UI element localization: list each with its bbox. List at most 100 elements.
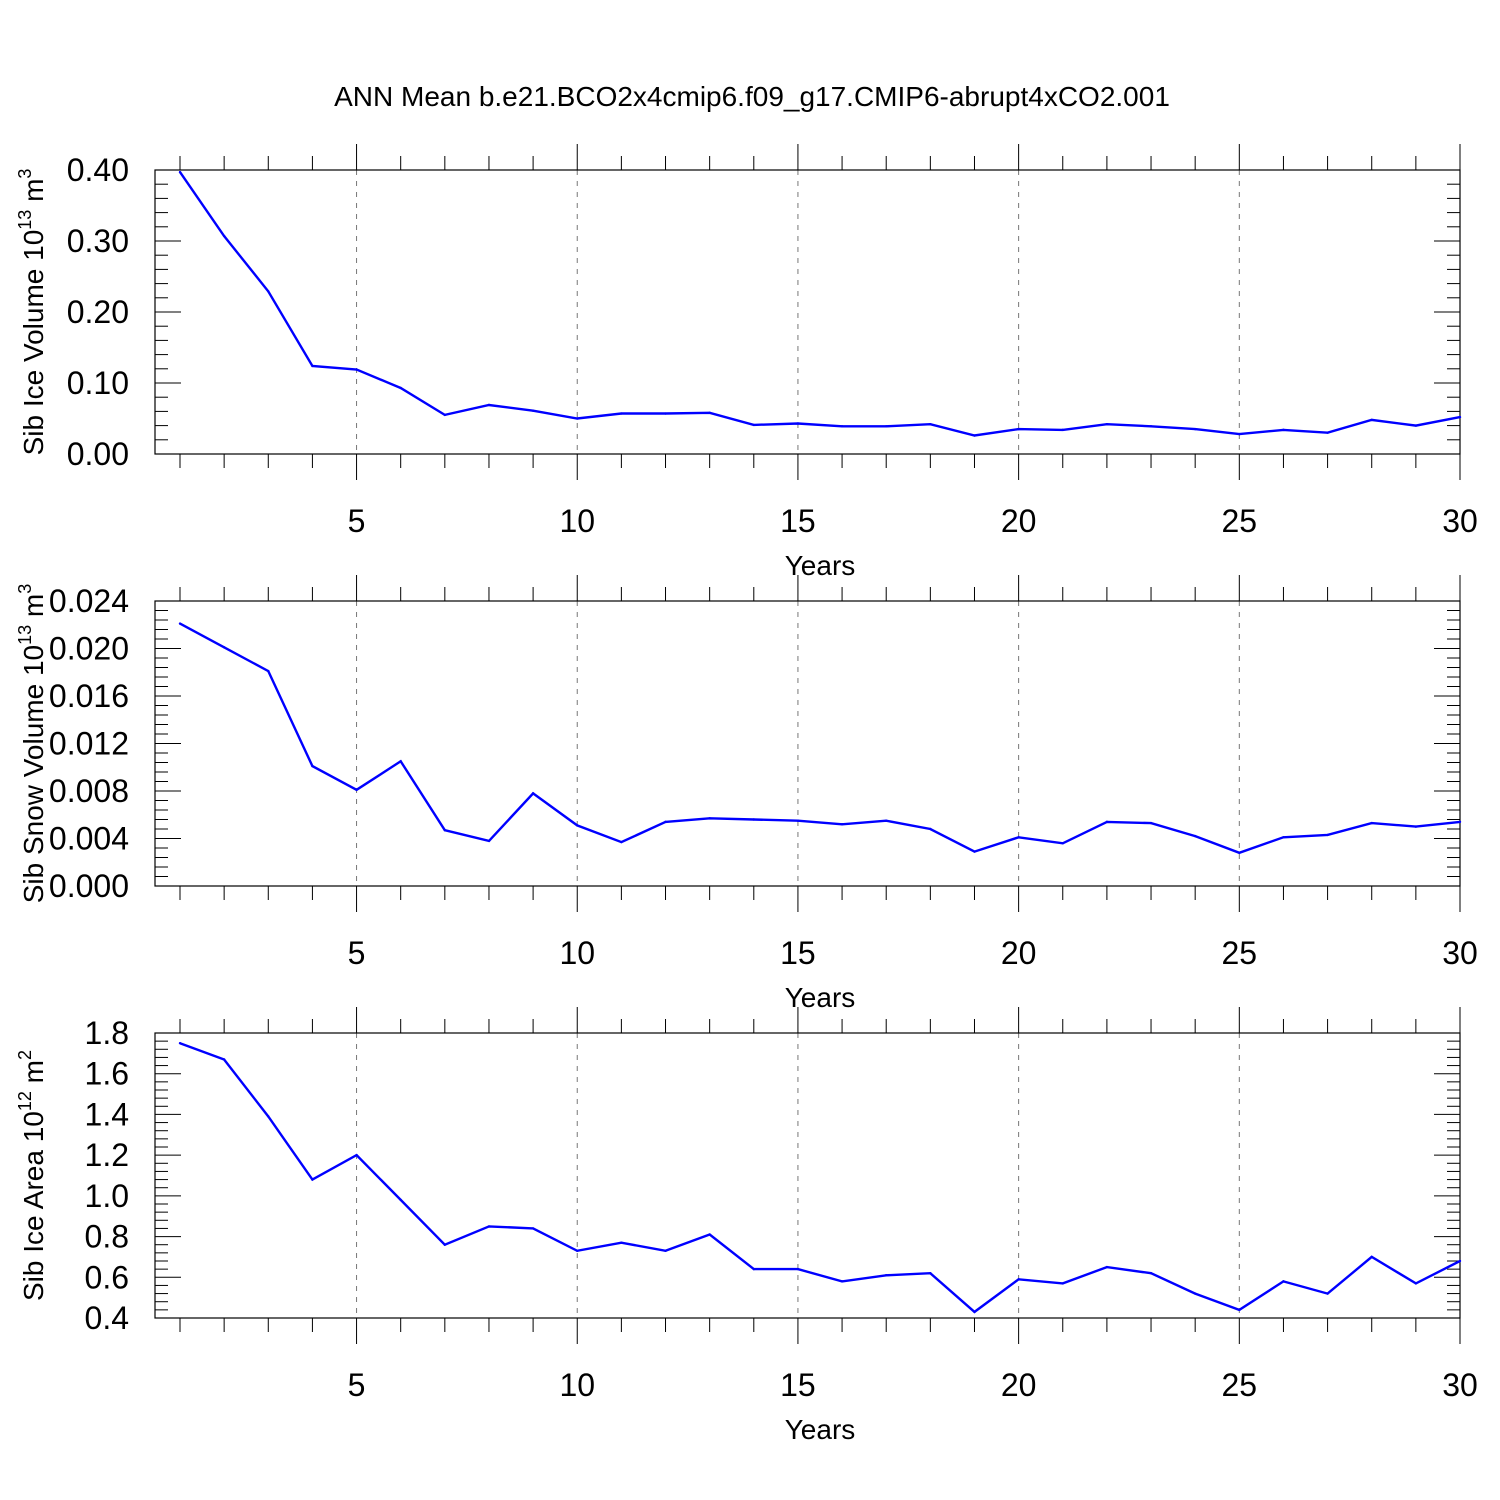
y-axis-label: Sib Snow Volume 1013 m3	[15, 584, 49, 904]
x-tick-label: 10	[559, 935, 595, 971]
data-point	[1326, 431, 1329, 434]
data-point	[664, 820, 667, 824]
data-point	[267, 1115, 270, 1118]
data-point	[1282, 1280, 1285, 1283]
data-point	[840, 425, 844, 428]
y-tick-label: 0.20	[67, 294, 129, 330]
y-tick-label: 0.00	[67, 436, 129, 472]
y-tick-label: 1.0	[85, 1178, 129, 1214]
data-point	[840, 823, 844, 826]
data-point	[531, 1227, 535, 1230]
data-point	[752, 1267, 755, 1271]
data-point	[1238, 851, 1241, 854]
data-point	[708, 411, 711, 415]
data-point	[487, 403, 491, 407]
y-tick-label: 1.2	[85, 1137, 129, 1173]
data-point	[796, 1267, 800, 1271]
data-point	[1017, 836, 1020, 839]
data-point	[1105, 422, 1109, 426]
y-tick-label: 0.000	[49, 868, 129, 904]
x-tick-label: 20	[1001, 503, 1037, 539]
x-tick-label: 25	[1222, 935, 1258, 971]
data-point	[1458, 820, 1462, 824]
data-point	[664, 412, 667, 415]
data-point	[178, 1041, 182, 1045]
data-point	[708, 1233, 711, 1236]
data-point	[222, 1058, 226, 1061]
data-point	[1370, 1255, 1373, 1259]
x-tick-label: 15	[780, 503, 816, 539]
data-point	[576, 824, 579, 827]
y-tick-label: 0.012	[49, 726, 129, 762]
x-tick-label: 20	[1001, 935, 1037, 971]
data-point	[1414, 424, 1418, 427]
series-line	[179, 622, 1461, 855]
x-tick-label: 30	[1442, 1367, 1478, 1403]
x-axis-label: Years	[785, 1414, 856, 1445]
data-point	[1458, 415, 1462, 419]
data-point	[1238, 1308, 1241, 1312]
data-point	[1414, 1282, 1418, 1285]
chart-panel-3: 0.4 0.6 0.8 1.0 1.2 1.4 1.6 1.8 5 10 15 20 25 30 Years…	[15, 1007, 1478, 1445]
chart-panel-1: 0.00 0.10 0.20 0.30 0.40 5 10 15 20 25 30 Years Sib …	[15, 144, 1478, 581]
data-point	[796, 422, 800, 425]
data-point	[1105, 820, 1109, 824]
y-tick-label: 0.016	[49, 678, 129, 714]
data-point	[973, 434, 976, 437]
data-point	[885, 1274, 888, 1277]
data-point	[973, 1310, 976, 1314]
x-axis-label: Years	[785, 550, 856, 581]
y-tick-label: 0.10	[67, 365, 129, 401]
data-point	[1326, 833, 1329, 837]
figure-title: ANN Mean b.e21.BCO2x4cmip6.f09_g17.CMIP6…	[334, 81, 1170, 112]
x-tick-label: 10	[559, 1367, 595, 1403]
y-tick-label: 0.30	[67, 223, 129, 259]
data-point	[1149, 425, 1153, 428]
data-point	[178, 170, 182, 174]
x-tick-label: 5	[348, 503, 366, 539]
data-point	[355, 788, 358, 792]
data-point	[752, 818, 755, 821]
data-point	[1061, 1282, 1064, 1285]
data-point	[620, 412, 623, 415]
data-point	[1017, 1278, 1020, 1281]
plot-frame	[154, 1032, 1461, 1319]
data-point	[1238, 432, 1241, 436]
data-point	[1149, 1272, 1153, 1275]
data-point	[443, 1243, 447, 1246]
data-point	[1370, 418, 1373, 422]
data-point	[399, 1198, 402, 1202]
y-axis-label: Sib Ice Volume 1013 m3	[15, 169, 49, 456]
data-point	[487, 1225, 491, 1228]
x-tick-label: 20	[1001, 1367, 1037, 1403]
data-point	[355, 1153, 358, 1157]
x-axis-label: Years	[785, 982, 856, 1013]
data-point	[620, 1241, 623, 1244]
data-point	[1458, 1259, 1462, 1263]
x-tick-label: 15	[780, 935, 816, 971]
y-tick-label: 0.020	[49, 631, 129, 667]
data-point	[531, 409, 535, 412]
y-tick-label: 0.8	[85, 1219, 129, 1255]
data-point	[1326, 1292, 1329, 1295]
panels: 0.00 0.10 0.20 0.30 0.40 5 10 15 20 25 30 Years Sib …	[15, 144, 1478, 1445]
data-point	[1414, 825, 1418, 828]
x-tick-label: 10	[559, 503, 595, 539]
x-tick-label: 30	[1442, 503, 1478, 539]
data-point	[885, 819, 888, 822]
chart-panel-2: 0.000 0.004 0.008 0.012 0.016 0.020 0.024 5 10 15…	[15, 575, 1478, 1013]
y-tick-label: 0.6	[85, 1259, 129, 1295]
data-point	[1105, 1265, 1109, 1269]
data-point	[973, 850, 976, 853]
data-point	[1282, 428, 1285, 432]
data-point	[1061, 428, 1064, 432]
data-point	[796, 819, 800, 822]
data-point	[399, 760, 402, 763]
data-point	[355, 368, 358, 371]
data-point	[222, 646, 226, 649]
data-point	[267, 290, 270, 293]
series-line	[179, 1042, 1461, 1314]
data-point	[1282, 836, 1285, 839]
data-point	[1370, 821, 1373, 825]
